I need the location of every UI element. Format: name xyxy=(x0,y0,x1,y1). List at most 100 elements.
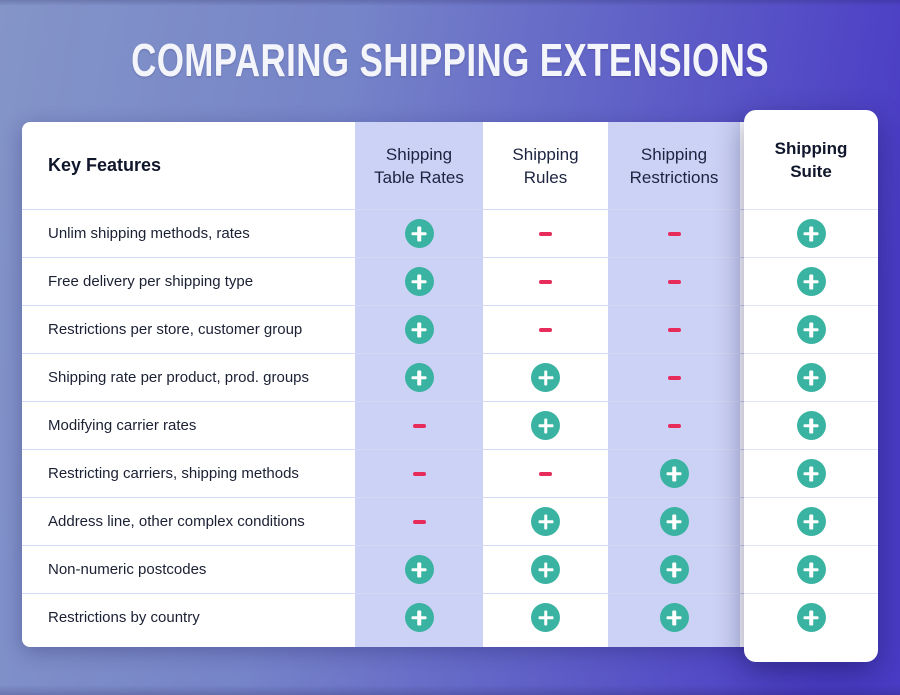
value-cell xyxy=(483,258,608,305)
column-header-shipping-restrictions: Shipping Restrictions xyxy=(608,122,740,209)
plus-icon xyxy=(404,363,434,392)
plus-icon xyxy=(404,219,434,248)
table-row: Address line, other complex conditions xyxy=(22,497,858,545)
table-row: Restricting carriers, shipping methods xyxy=(22,449,858,497)
minus-icon xyxy=(667,423,681,428)
value-cell xyxy=(355,546,483,593)
column-header-line: Shipping xyxy=(512,144,579,164)
plus-icon xyxy=(796,219,826,248)
plus-icon xyxy=(659,603,689,632)
value-cell xyxy=(744,497,878,545)
value-cell xyxy=(483,450,608,497)
value-cell xyxy=(608,594,740,641)
value-cell xyxy=(744,401,878,449)
feature-label: Restricting carriers, shipping methods xyxy=(48,465,299,482)
value-cell xyxy=(608,402,740,449)
plus-icon xyxy=(531,363,560,392)
value-cell xyxy=(608,354,740,401)
plus-icon xyxy=(796,603,826,632)
table-row: Unlim shipping methods, rates xyxy=(22,209,858,257)
table-row: Free delivery per shipping type xyxy=(22,257,858,305)
table-row: Restrictions per store, customer group xyxy=(22,305,858,353)
plus-icon xyxy=(659,459,689,488)
feature-label: Address line, other complex conditions xyxy=(48,513,305,530)
value-cell xyxy=(355,498,483,545)
value-cell xyxy=(744,545,878,593)
minus-icon xyxy=(539,231,552,236)
plus-icon xyxy=(404,603,434,632)
feature-label: Modifying carrier rates xyxy=(48,417,197,434)
value-cell xyxy=(744,593,878,641)
value-cell xyxy=(483,498,608,545)
plus-icon xyxy=(796,363,826,392)
feature-label: Restrictions per store, customer group xyxy=(48,321,303,338)
value-cell xyxy=(608,258,740,305)
table-row: Modifying carrier rates xyxy=(22,401,858,449)
column-header-line: Table Rates xyxy=(374,167,464,187)
value-cell xyxy=(483,594,608,641)
value-cell xyxy=(355,258,483,305)
value-cell xyxy=(744,209,878,257)
value-cell xyxy=(355,594,483,641)
value-cell xyxy=(483,306,608,353)
value-cell xyxy=(608,450,740,497)
plus-icon xyxy=(659,507,689,536)
feature-label: Unlim shipping methods, rates xyxy=(48,225,250,242)
feature-label: Shipping rate per product, prod. groups xyxy=(48,369,309,386)
value-cell xyxy=(608,546,740,593)
minus-icon xyxy=(539,471,552,476)
page-title: COMPARING SHIPPING EXTENSIONS xyxy=(131,34,769,86)
column-header-shipping-suite: Shipping Suite xyxy=(744,110,878,209)
value-cell xyxy=(608,498,740,545)
table-row: Shipping rate per product, prod. groups xyxy=(22,353,858,401)
column-header-line: Restrictions xyxy=(629,167,719,187)
feature-label: Free delivery per shipping type xyxy=(48,273,254,290)
plus-icon xyxy=(659,555,689,584)
minus-icon xyxy=(412,423,426,428)
minus-icon xyxy=(667,279,681,284)
plus-icon xyxy=(796,459,826,488)
minus-icon xyxy=(539,279,552,284)
plus-icon xyxy=(796,267,826,296)
value-cell xyxy=(483,402,608,449)
plus-icon xyxy=(796,555,826,584)
minus-icon xyxy=(412,519,426,524)
value-cell xyxy=(483,546,608,593)
plus-icon xyxy=(796,315,826,344)
table-row: Non-numeric postcodes xyxy=(22,545,858,593)
plus-icon xyxy=(796,507,826,536)
key-features-heading: Key Features xyxy=(48,155,162,175)
plus-icon xyxy=(404,315,434,344)
feature-label: Restrictions by country xyxy=(48,609,200,626)
column-header-shipping-rules: Shipping Rules xyxy=(483,122,608,209)
shipping-suite-cells xyxy=(744,209,878,641)
value-cell xyxy=(744,449,878,497)
plus-icon xyxy=(404,555,434,584)
value-cell xyxy=(744,305,878,353)
table-header: Key Features Shipping Table Rates Shippi… xyxy=(22,122,858,209)
column-header-shipping-table-rates: Shipping Table Rates xyxy=(355,122,483,209)
value-cell xyxy=(744,257,878,305)
plus-icon xyxy=(796,411,826,440)
value-cell xyxy=(608,210,740,257)
value-cell xyxy=(355,450,483,497)
table-body: Unlim shipping methods, rates Free delive… xyxy=(22,209,858,641)
plus-icon xyxy=(404,267,434,296)
value-cell xyxy=(355,306,483,353)
shipping-suite-column-card: Shipping Suite xyxy=(744,110,878,662)
column-header-line: Shipping xyxy=(640,144,708,164)
comparison-table: Key Features Shipping Table Rates Shippi… xyxy=(22,122,858,647)
column-header-line: Shipping xyxy=(774,138,848,158)
value-cell xyxy=(608,306,740,353)
column-header-line: Shipping xyxy=(385,144,453,164)
minus-icon xyxy=(539,327,552,332)
plus-icon xyxy=(531,411,560,440)
value-cell xyxy=(355,210,483,257)
table-row: Restrictions by country xyxy=(22,593,858,641)
plus-icon xyxy=(531,555,560,584)
value-cell xyxy=(744,353,878,401)
feature-label: Non-numeric postcodes xyxy=(48,561,207,578)
column-header-line: Rules xyxy=(523,167,568,187)
minus-icon xyxy=(412,471,426,476)
